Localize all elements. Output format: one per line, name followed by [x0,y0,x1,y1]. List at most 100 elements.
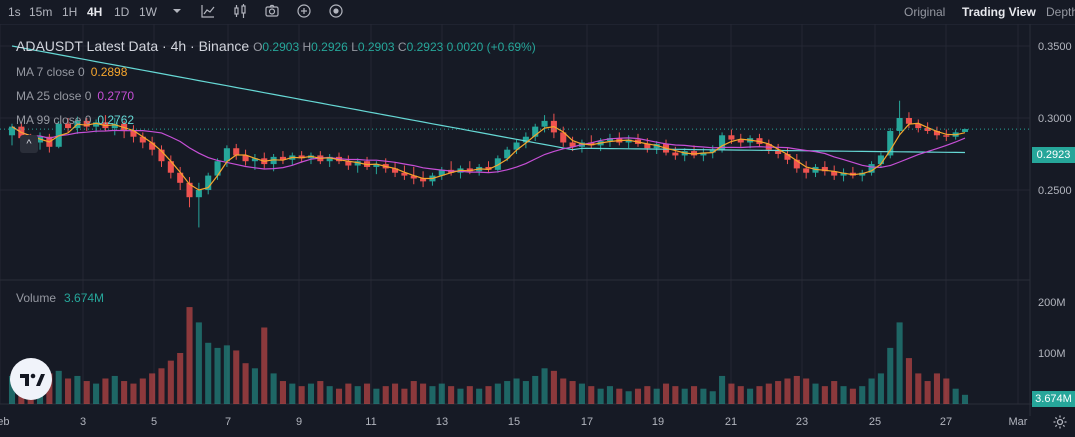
change-value: 0.0020 (+0.69%) [446,40,536,54]
candles-icon[interactable] [232,3,248,19]
volume-bar [438,383,445,404]
volume-bar [709,391,716,404]
candle-body [606,138,613,142]
volume-bar [569,381,576,404]
candle-body [541,120,548,127]
volume-bar [251,368,258,404]
volume-bar [364,383,371,404]
volume-bar [111,375,118,404]
candle-body [93,122,100,127]
volume-bar [261,327,268,404]
chevron-down-icon[interactable] [169,3,185,19]
x-tick-label: Feb [0,416,9,428]
timeframe-1w[interactable]: 1W [139,5,157,19]
candle-body [933,130,941,136]
volume-bar [793,375,800,404]
ma99-label: MA 99 close 0 [16,113,92,127]
volume-bar [747,388,754,404]
view-depth[interactable]: Depth [1046,5,1075,19]
ohlc-readout: O0.2903 H0.2926 L0.2903 C0.2923 0.0020 (… [253,40,536,54]
volume-bar [167,360,174,404]
ma25-line [11,126,966,174]
volume-legend: Volume 3.674M [16,291,104,305]
volume-bar [691,386,698,404]
timeframe-1s[interactable]: 1s [8,5,21,19]
candle-body [149,142,156,150]
volume-bar [83,381,90,404]
candle-body [625,139,632,143]
tradingview-logo-icon[interactable] [10,358,52,400]
volume-label: Volume [16,291,57,305]
chart-legend: ADAUSDT Latest Data · 4h · Binance O0.29… [16,38,536,54]
candle-body [8,126,16,136]
camera-icon[interactable] [264,3,280,19]
volume-bar [924,381,931,404]
volume-value: 3.674M [64,291,105,305]
volume-bar [550,370,557,404]
volume-bar [905,358,912,404]
candle-body [532,126,539,137]
candle-body [887,130,894,156]
volume-bar [382,386,389,404]
volume-bar [532,375,539,404]
candle-body [401,172,408,176]
candle-body [504,149,511,159]
ma7-line [11,122,966,191]
volume-bar [410,381,417,404]
candlestick-chart[interactable]: 0.3500 0.3000 0.2500 200M 100M Feb 3 5 7 9 11 13 15 1… [0,24,1075,437]
volume-bar [625,391,632,404]
ma25-label: MA 25 close 0 [16,89,92,103]
volume-bar [868,378,875,404]
ma25-legend[interactable]: MA 25 close 0 0.2770 [16,89,134,103]
collapse-legend-button[interactable]: ^ [20,135,38,153]
candle-body [354,161,361,166]
low-value: 0.2903 [357,40,395,54]
x-tick-label: 7 [225,416,231,428]
timeframe-15m[interactable]: 15m [29,5,53,19]
candle-body [485,166,492,170]
chart-title: ADAUSDT Latest Data · 4h · Binance [16,38,250,54]
candle-body [410,175,417,179]
view-trading-view[interactable]: Trading View [962,5,1036,19]
x-tick-label: 9 [296,416,302,428]
settings-dot-icon[interactable] [328,3,344,19]
volume-bar [345,383,352,404]
timeframe-1h[interactable]: 1H [62,5,78,19]
open-value: 0.2903 [262,40,300,54]
volume-bar [121,381,128,404]
candle-body [298,155,305,159]
volume-bar [102,378,109,404]
ma99-legend[interactable]: MA 99 close 0 0.2762 [16,113,134,127]
timeframe-1d[interactable]: 1D [114,5,130,19]
candle-body [65,123,72,129]
candle-body [803,168,810,173]
volume-bar [392,383,399,404]
volume-bar [494,383,501,404]
candle-body [653,143,660,149]
volume-bar [55,370,62,404]
volume-bar [634,388,642,404]
candle-body [569,142,576,147]
x-tick-label: 5 [151,416,157,428]
ma7-legend[interactable]: MA 7 close 0 0.2898 [16,65,127,79]
volume-bar [195,322,202,404]
volume-bar [401,388,408,404]
candle-body [672,152,679,156]
volume-bar [223,345,230,404]
view-original[interactable]: Original [904,5,946,19]
candle-body [242,155,249,162]
candle-body [700,152,707,156]
x-tick-label: 25 [869,416,881,428]
volume-bar [756,386,763,404]
volume-bar [952,388,959,404]
gear-icon[interactable] [1052,414,1068,430]
chart-type-icon[interactable] [200,3,216,19]
candle-body [943,135,950,137]
timeframe-4h[interactable]: 4H [87,5,103,19]
candle-body [522,136,529,143]
candle-body [345,161,352,166]
candle-body [223,148,230,162]
add-indicator-icon[interactable] [296,3,312,19]
x-tick-label: 21 [725,416,737,428]
candle-body [158,149,165,162]
